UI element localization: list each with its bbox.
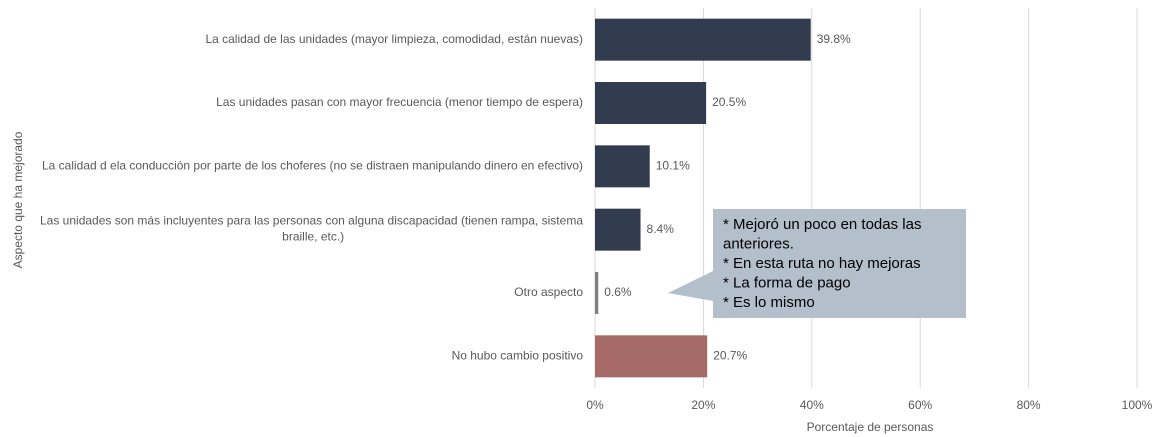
- x-tick-label: 60%: [908, 398, 932, 412]
- category-label: La calidad d ela conducción por parte de…: [42, 159, 583, 173]
- bar: [595, 335, 708, 378]
- value-label: 10.1%: [656, 159, 690, 173]
- category-label: Otro aspecto: [514, 285, 583, 299]
- x-tick-label: 20%: [691, 398, 715, 412]
- bar: [595, 208, 641, 251]
- bar: [595, 18, 811, 61]
- value-label: 20.7%: [713, 349, 747, 363]
- x-tick-label: 100%: [1122, 398, 1153, 412]
- category-label: Las unidades son más incluyentes para la…: [40, 214, 583, 244]
- callout-text: * En esta ruta no hay mejoras: [723, 255, 921, 272]
- value-label: 39.8%: [817, 32, 851, 46]
- value-label: 0.6%: [604, 285, 632, 299]
- x-tick-label: 0%: [586, 398, 604, 412]
- bar: [595, 82, 707, 124]
- category-label: La calidad de las unidades (mayor limpie…: [205, 32, 583, 46]
- callout-text: anteriores.: [723, 235, 794, 252]
- x-tick-label: 40%: [800, 398, 824, 412]
- x-axis-label: Porcentaje de personas: [807, 420, 934, 434]
- value-label: 8.4%: [647, 222, 675, 236]
- category-label-line: braille, etc.): [279, 230, 344, 244]
- callout-text: * Es lo mismo: [723, 294, 815, 311]
- grid: [594, 8, 1138, 388]
- category-label: No hubo cambio positivo: [452, 349, 584, 363]
- callout-text: * Mejoró un poco en todas las: [723, 216, 921, 233]
- category-label-line: Las unidades son más incluyentes para la…: [40, 214, 583, 228]
- value-label: 20.5%: [712, 95, 746, 109]
- callout: [668, 209, 966, 318]
- callout-text: * La forma de pago: [723, 274, 851, 291]
- x-tick-label: 80%: [1017, 398, 1041, 412]
- category-label: Las unidades pasan con mayor frecuencia …: [216, 95, 583, 109]
- bar: [595, 145, 650, 188]
- bar: [595, 272, 599, 314]
- y-axis-label: Aspecto que ha mejorado: [11, 131, 25, 268]
